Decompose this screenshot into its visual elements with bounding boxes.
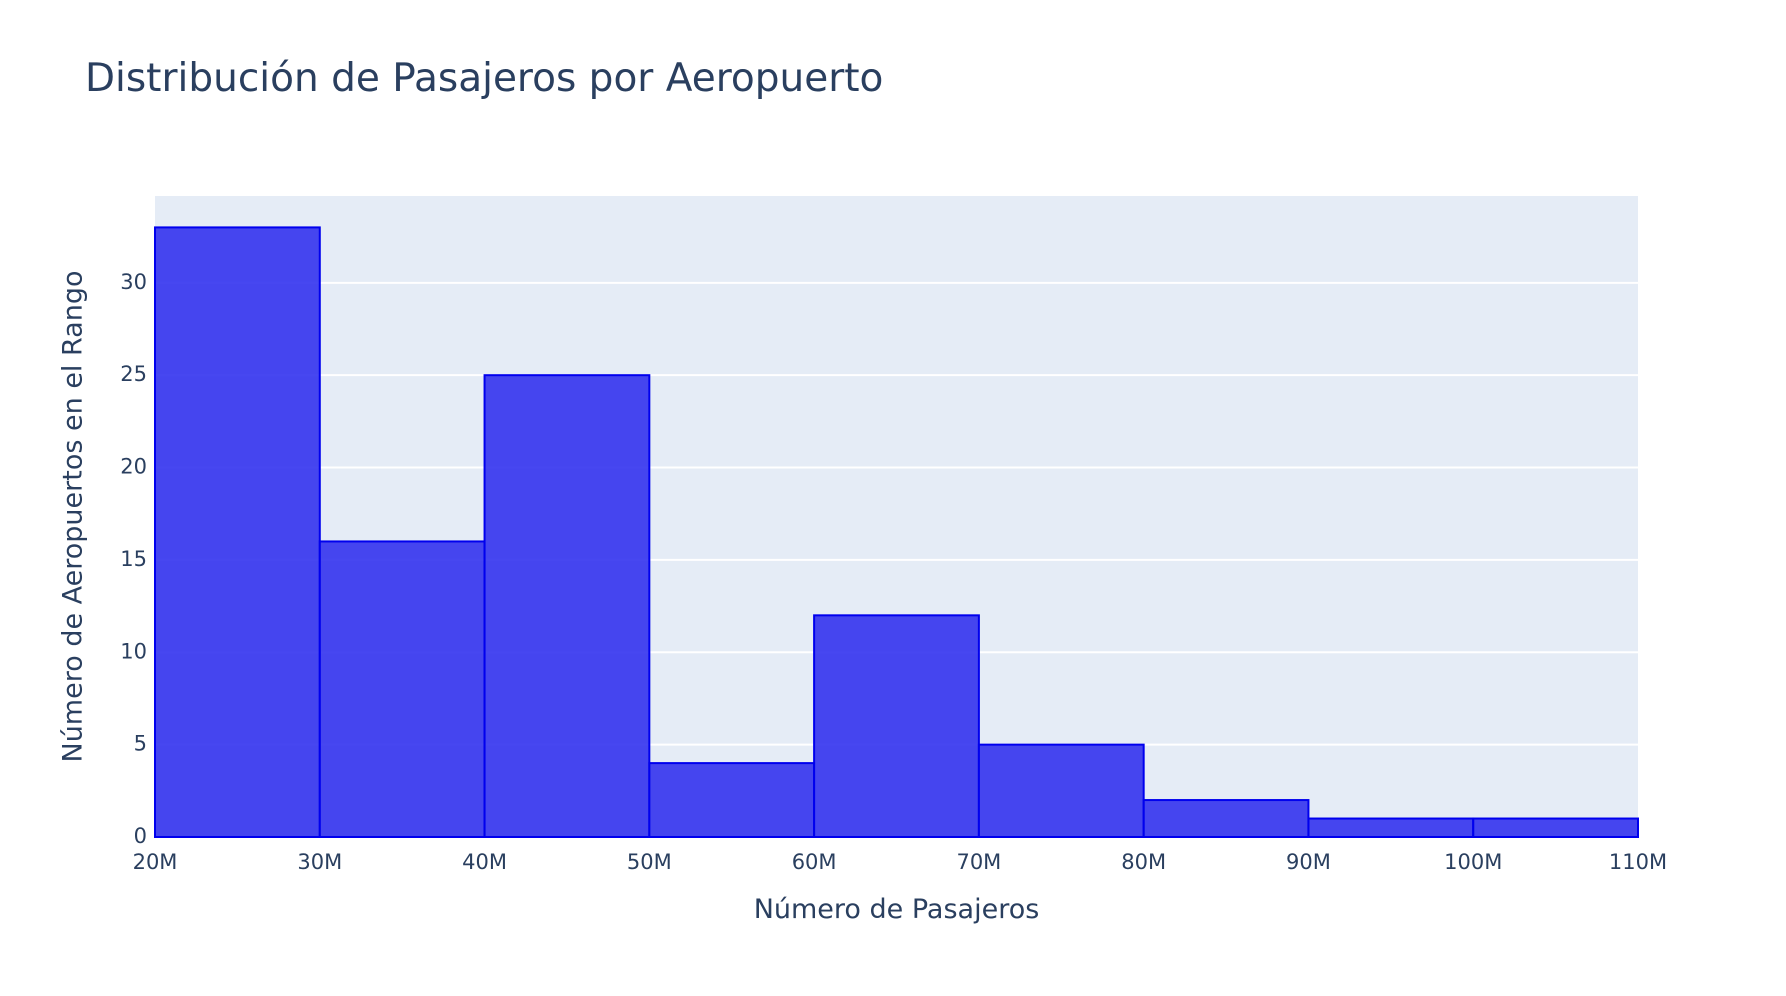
y-tick-label: 5 xyxy=(134,732,147,756)
chart-title: Distribución de Pasajeros por Aeropuerto xyxy=(85,56,884,101)
x-axis-ticks: 20M 30M 40M 50M 60M 70M 80M 90M 100M 110M xyxy=(133,850,1668,874)
y-axis-ticks: 0 5 10 15 20 25 30 xyxy=(120,270,147,848)
bars xyxy=(154,226,1639,839)
histogram-bar xyxy=(1307,817,1475,839)
histogram-bar xyxy=(977,743,1145,839)
y-tick-label: 25 xyxy=(120,362,147,386)
y-tick-label: 10 xyxy=(120,639,147,663)
histogram-bar xyxy=(1142,799,1310,838)
histogram-bar xyxy=(154,226,321,839)
y-tick-label: 15 xyxy=(120,547,147,571)
x-axis-title: Número de Pasajeros xyxy=(754,894,1040,925)
histogram-bar xyxy=(318,540,486,838)
histogram-bar xyxy=(648,762,816,838)
x-tick-label: 60M xyxy=(792,850,837,874)
x-tick-label: 110M xyxy=(1609,850,1667,874)
x-tick-label: 100M xyxy=(1444,850,1502,874)
y-tick-label: 30 xyxy=(120,270,147,294)
x-tick-label: 30M xyxy=(297,850,342,874)
histogram-bar xyxy=(813,614,980,839)
histogram-bar xyxy=(1472,817,1639,839)
x-tick-label: 80M xyxy=(1121,850,1166,874)
y-tick-label: 0 xyxy=(134,824,147,848)
histogram-bar xyxy=(483,374,651,838)
x-tick-label: 40M xyxy=(462,850,507,874)
x-tick-label: 20M xyxy=(133,850,178,874)
x-tick-label: 70M xyxy=(956,850,1001,874)
y-axis-title: Número de Aeropuertos en el Rango xyxy=(58,271,89,763)
x-tick-label: 50M xyxy=(627,850,672,874)
y-tick-label: 20 xyxy=(120,455,147,479)
x-tick-label: 90M xyxy=(1286,850,1331,874)
